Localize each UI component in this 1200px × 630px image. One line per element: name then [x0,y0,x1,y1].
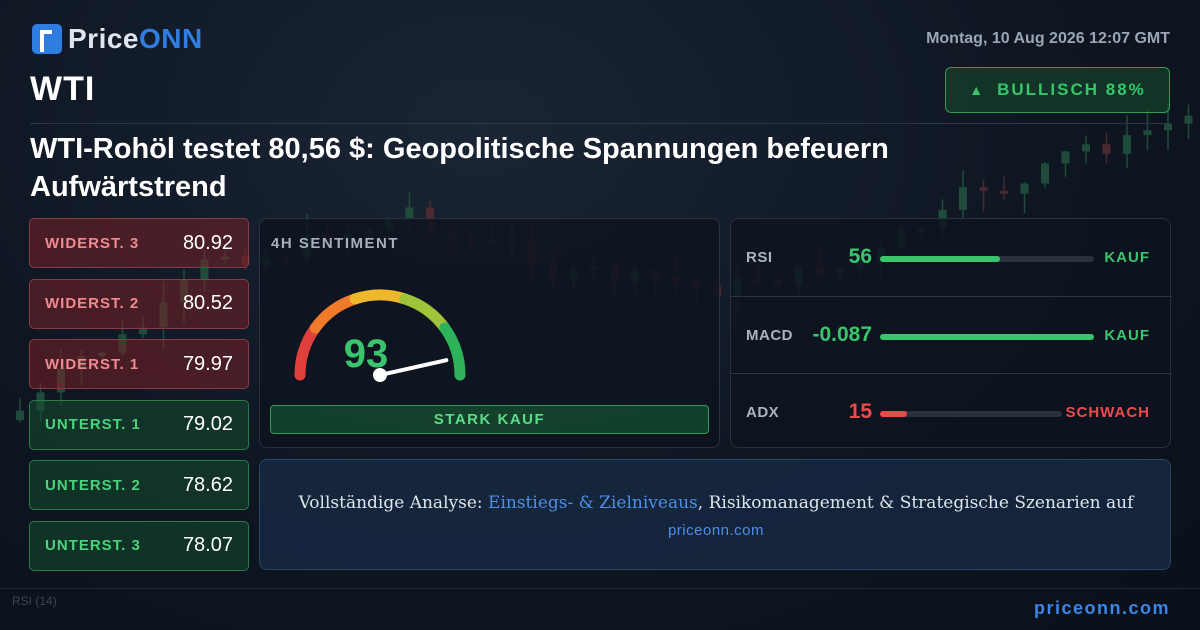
level-resistance-1: WIDERST. 1 79.97 [29,339,249,389]
rsi-label: RSI [12,594,33,608]
indicator-track [880,256,1094,262]
footer-url[interactable]: priceonn.com [1033,598,1170,618]
gauge-segment [294,322,321,381]
level-resistance-3: WIDERST. 3 80.92 [29,218,249,268]
indicator-value: 56 [848,245,872,268]
indicator-signal: KAUF [1104,327,1150,344]
rsi-period: (14) [35,594,57,608]
level-value: 78.62 [182,473,233,496]
indicator-macd: MACD -0.087 KAUF [731,296,1172,372]
logo-p-icon [32,24,62,54]
indicator-name: ADX [746,404,780,421]
level-support-1: UNTERST. 1 79.02 [29,399,249,450]
level-value: 79.97 [182,352,233,375]
bg-candle-body [1061,151,1070,164]
bg-candle-body [1123,135,1131,154]
level-support-2: UNTERST. 2 78.62 [29,460,249,510]
level-value: 80.92 [182,231,233,254]
indicator-fill [880,411,908,417]
indicator-rsi: RSI 56 KAUF [731,219,1172,295]
brand-name-price: Price [68,23,139,54]
bg-candle-body [1041,163,1049,184]
price-levels: WIDERST. 3 80.92 WIDERST. 2 80.52 WIDERS… [29,218,249,581]
level-value: 79.02 [182,413,233,435]
indicator-fill [880,256,1000,262]
brand-name: PriceONN [68,23,203,55]
indicator-value: -0.087 [812,323,872,346]
indicator-track [880,334,1094,340]
cta-suffix: , Risikomanagement & Strategische Szenar… [697,493,1134,513]
bg-candle-body [959,187,967,210]
cta-prefix: Vollständige Analyse: [298,493,489,513]
brand-name-onn: ONN [139,23,203,54]
badge-label: BULLISCH 88% [997,80,1146,99]
bg-candle-body [1143,130,1152,136]
sentiment-label: STARK KAUF [270,405,709,434]
sentiment-panel: 4H SENTIMENT 93 STARK KAUF [259,218,720,448]
bottom-divider [0,588,1200,589]
gauge-segment [349,289,411,305]
gauge-hub [373,368,387,382]
rsi-pane-label: RSI (14) [12,594,57,608]
bg-candle-body [1102,144,1111,154]
timestamp: Montag, 10 Aug 2026 12:07 GMT [926,30,1170,47]
level-resistance-2: WIDERST. 2 80.52 [29,278,249,329]
indicator-track [880,411,1062,417]
sentiment-title: 4H SENTIMENT [271,235,400,252]
header-divider [30,123,1170,124]
level-value: 80.52 [182,292,233,314]
gauge-segment [439,322,466,381]
bg-candle-body [979,187,988,191]
bg-candle-body [16,410,24,420]
level-name: UNTERST. 3 [45,537,141,554]
indicator-name: MACD [746,327,793,344]
level-value: 78.07 [182,534,233,556]
level-name: WIDERST. 3 [45,234,140,252]
triangle-up-icon: ▲ [969,82,986,98]
analysis-cta[interactable]: Vollständige Analyse: Einstiegs- & Zieln… [259,459,1171,570]
sentiment-gauge: 93 [294,289,466,382]
level-name: WIDERST. 1 [45,355,140,373]
bg-candle-body [405,207,414,220]
indicator-signal: KAUF [1104,249,1150,266]
bg-candle-body [1164,123,1172,131]
bg-candle-body [1020,183,1029,194]
headline: WTI-Rohöl testet 80,56 $: Geopolitische … [30,133,889,203]
bg-candle-body [200,259,209,280]
bg-candle-body [1000,190,1008,194]
gauge-segment [309,293,361,334]
cta-link[interactable]: priceonn.com [667,522,765,539]
level-name: UNTERST. 2 [45,476,141,494]
indicator-value: 15 [848,400,872,423]
bg-candle-body [1184,115,1193,124]
indicator-signal: SCHWACH [1065,404,1150,421]
gauge-arcs [294,289,466,381]
indicator-adx: ADX 15 SCHWACH [731,373,1172,449]
indicator-name: RSI [746,249,773,266]
bullish-badge: ▲ BULLISCH 88% [945,67,1170,113]
level-support-3: UNTERST. 3 78.07 [29,520,249,571]
symbol-title: WTI [30,70,96,108]
indicator-fill [880,334,1094,340]
level-name: UNTERST. 1 [45,416,141,433]
bg-candle-body [139,327,147,335]
cta-text: Vollständige Analyse: Einstiegs- & Zieln… [260,493,1172,513]
bg-candle-body [1082,144,1090,152]
cta-highlight[interactable]: Einstiegs- & Zielniveaus [488,493,698,513]
gauge-segment [399,293,451,334]
level-name: WIDERST. 2 [45,295,140,312]
gauge-needle [378,358,449,377]
indicators-panel: RSI 56 KAUF MACD -0.087 KAUF ADX 15 SCHW… [730,218,1172,449]
brand-logo: PriceONN [32,22,203,56]
